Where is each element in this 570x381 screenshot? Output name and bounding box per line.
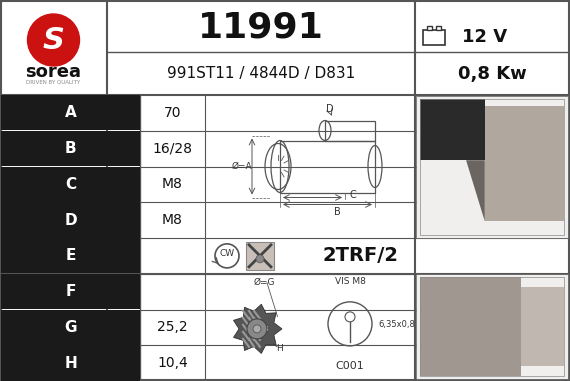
- Text: 16/28: 16/28: [153, 142, 193, 155]
- Bar: [420, 277, 521, 376]
- Text: CW: CW: [219, 250, 235, 258]
- Text: DRIVEN BY QUALITY: DRIVEN BY QUALITY: [26, 80, 80, 85]
- Text: 70: 70: [164, 106, 181, 120]
- Bar: [1, 274, 140, 309]
- Text: 11991: 11991: [198, 10, 324, 44]
- Circle shape: [27, 14, 79, 66]
- Text: 6,35x0,8: 6,35x0,8: [378, 320, 415, 330]
- Text: C: C: [65, 177, 76, 192]
- Text: F: F: [66, 284, 76, 299]
- Bar: [1, 131, 140, 166]
- Bar: [420, 277, 564, 376]
- Bar: [280, 141, 375, 192]
- Circle shape: [253, 325, 261, 333]
- Text: 2TRF/2: 2TRF/2: [322, 247, 398, 266]
- Bar: [325, 120, 375, 141]
- Text: 25,2: 25,2: [157, 320, 188, 335]
- Text: M8: M8: [162, 178, 183, 191]
- Text: S: S: [43, 26, 64, 54]
- Circle shape: [256, 255, 264, 263]
- Polygon shape: [234, 304, 282, 354]
- Text: C001: C001: [336, 361, 364, 371]
- Text: 9dts: 9dts: [247, 324, 269, 333]
- Bar: [427, 26, 432, 30]
- Bar: [1, 202, 140, 237]
- Bar: [416, 274, 568, 379]
- Text: Ø=A: Ø=A: [231, 162, 253, 171]
- Bar: [485, 106, 564, 221]
- Text: 991ST11 / 4844D / D831: 991ST11 / 4844D / D831: [167, 66, 355, 81]
- Text: M8: M8: [162, 213, 183, 227]
- Text: E: E: [66, 248, 76, 263]
- Bar: [1, 345, 140, 381]
- Text: B: B: [64, 141, 76, 156]
- Text: D: D: [326, 104, 334, 114]
- Text: 12 V: 12 V: [462, 28, 507, 46]
- Text: D: D: [64, 213, 77, 227]
- Text: B: B: [333, 207, 340, 216]
- Bar: [416, 96, 568, 238]
- Bar: [1, 95, 140, 130]
- Text: C: C: [349, 189, 356, 200]
- Bar: [423, 30, 445, 45]
- Bar: [1, 309, 140, 345]
- Polygon shape: [466, 160, 485, 221]
- Text: H: H: [276, 344, 282, 353]
- Bar: [420, 99, 485, 160]
- Text: 0,8 Kw: 0,8 Kw: [458, 64, 526, 83]
- Text: H: H: [64, 355, 77, 371]
- Text: VIS M8: VIS M8: [335, 277, 365, 286]
- Bar: [1, 238, 140, 273]
- Bar: [1, 166, 140, 202]
- Text: A: A: [64, 106, 76, 120]
- Bar: [521, 287, 564, 366]
- Text: sorea: sorea: [26, 63, 82, 81]
- Bar: [246, 242, 274, 270]
- Bar: [436, 26, 441, 30]
- Text: Ø=G: Ø=G: [254, 278, 275, 287]
- Bar: [420, 99, 564, 235]
- Circle shape: [247, 319, 267, 339]
- Text: 10,4: 10,4: [157, 356, 188, 370]
- Text: G: G: [64, 320, 77, 335]
